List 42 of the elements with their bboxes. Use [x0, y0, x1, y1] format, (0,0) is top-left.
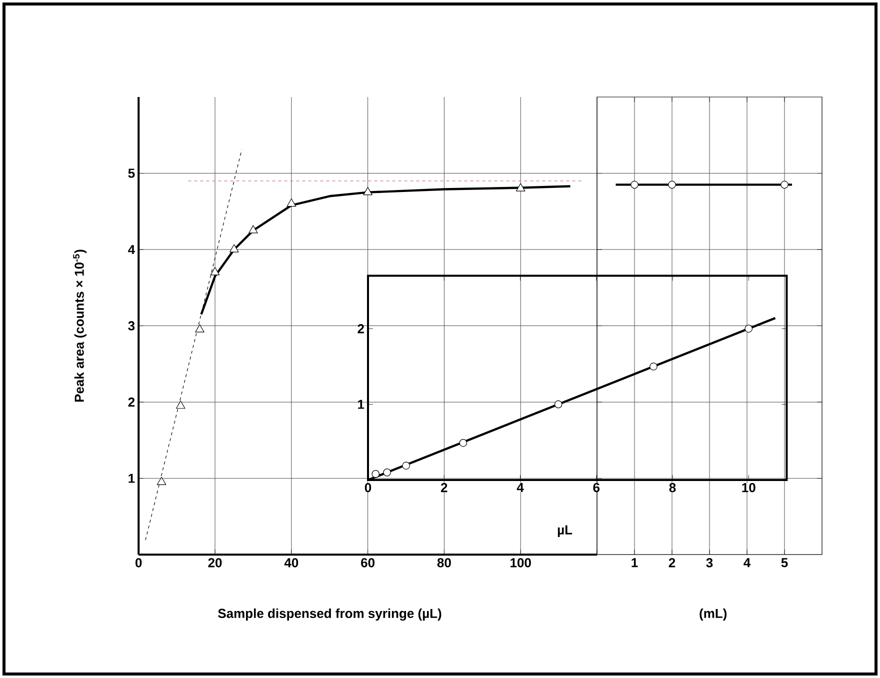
x-axis-title: (mL): [700, 608, 727, 621]
y-tick-label: 4: [128, 245, 136, 254]
x-tick-label: 6: [593, 482, 600, 492]
point: [195, 324, 204, 332]
point: [402, 462, 410, 470]
point: [248, 225, 258, 234]
x-tick-label: 20: [208, 558, 222, 568]
x-tick-label: 4: [744, 558, 751, 568]
x-tick-label: 1: [632, 558, 638, 568]
point: [286, 198, 296, 207]
point: [516, 183, 526, 192]
y-axis-title: Peak area (counts × 10$^{-5}$): [73, 250, 86, 402]
point: [372, 470, 380, 478]
y-tick-label: 1: [128, 474, 135, 483]
x-tick-label: 0: [364, 482, 372, 492]
x-tick-label: 2: [668, 558, 676, 568]
point: [554, 400, 562, 408]
x-axis-title: Sample dispensed from syringe (µL): [218, 608, 442, 621]
point: [210, 267, 220, 276]
point: [383, 468, 391, 476]
point: [459, 439, 468, 447]
point: [650, 362, 658, 370]
x-tick-label: 60: [361, 558, 374, 568]
x-tick-label: 4: [516, 483, 524, 492]
y-tick-label: 2: [128, 398, 135, 407]
point: [229, 244, 239, 252]
x-tick-label: 8: [669, 482, 676, 492]
x-tick-label: 80: [437, 558, 451, 568]
x-tick-label: 3: [706, 558, 713, 568]
x-tick-label: 10: [742, 482, 756, 492]
x-tick-label: 100: [510, 558, 531, 568]
x-tick-label: 40: [284, 558, 298, 568]
x-tick-label: 5: [781, 558, 788, 568]
point: [156, 476, 166, 485]
y-tick-label: 5: [128, 168, 135, 178]
x-tick-label: 0: [136, 558, 142, 568]
point: [363, 187, 372, 196]
x-tick-label: 2: [440, 482, 448, 492]
point: [176, 400, 186, 409]
y-tick-label: 3: [128, 321, 135, 330]
point: [744, 324, 753, 333]
x-axis-title: µL: [558, 525, 572, 538]
